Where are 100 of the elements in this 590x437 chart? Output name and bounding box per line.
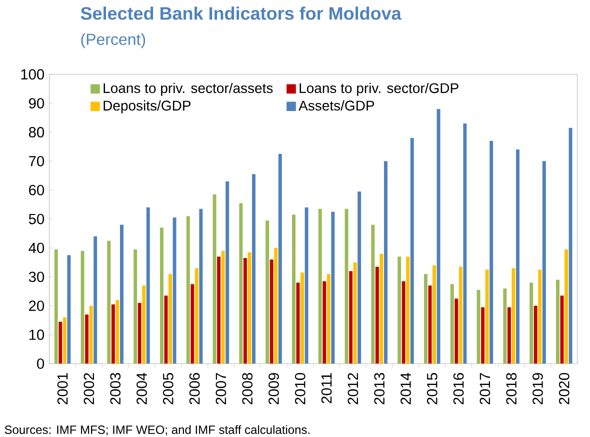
x-tick-label: 2007 — [216, 373, 226, 404]
bar — [454, 298, 458, 364]
chart-subtitle: (Percent) — [81, 33, 146, 48]
bar — [160, 228, 164, 364]
bar — [534, 306, 538, 364]
bar — [507, 307, 511, 364]
bar — [353, 262, 357, 364]
bar — [212, 194, 216, 364]
x-tick-label: 2018 — [506, 373, 517, 404]
bar — [54, 249, 58, 364]
legend-label: Loans to priv. sector/assets — [104, 82, 273, 96]
bar — [331, 212, 335, 364]
x-tick-label: 2017 — [480, 373, 490, 404]
bar — [384, 161, 388, 364]
x-tick-label: 2013 — [374, 373, 385, 404]
y-tick-label: 0 — [37, 358, 44, 369]
x-tick-label: 2014 — [400, 372, 411, 404]
y-tick-label: 50 — [28, 214, 44, 224]
bar — [300, 272, 304, 364]
bar — [398, 256, 402, 364]
bar — [344, 208, 348, 364]
y-tick-label: 20 — [29, 300, 44, 311]
bar — [424, 274, 428, 364]
bar — [270, 260, 274, 364]
bar — [252, 174, 256, 364]
bar — [380, 254, 384, 364]
bar — [304, 207, 308, 364]
bar — [542, 161, 546, 364]
bar — [349, 271, 353, 364]
bar — [239, 203, 243, 364]
y-tick-label: 70 — [29, 156, 44, 166]
bar — [318, 208, 322, 364]
x-tick-label: 2008 — [242, 373, 253, 404]
bar — [432, 265, 436, 364]
bar — [476, 290, 480, 364]
x-tick-label: 2016 — [453, 373, 464, 404]
x-tick-label: 2006 — [189, 373, 200, 404]
bar — [172, 218, 176, 364]
x-tick-label: 2005 — [162, 373, 174, 404]
bar — [138, 302, 142, 364]
x-tick-label: 2015 — [426, 373, 438, 404]
bar — [89, 306, 93, 364]
bar — [107, 240, 111, 364]
bar — [322, 281, 326, 364]
bar — [186, 216, 190, 364]
y-tick-label: 90 — [29, 98, 44, 108]
bar — [226, 181, 230, 364]
x-tick-label: 2020 — [558, 372, 570, 404]
bar — [111, 304, 115, 364]
bar — [266, 220, 270, 364]
bar — [436, 109, 440, 364]
source-note: Sources: IMF MFS; IMF WEO; and IMF staff calculations. — [4, 425, 310, 436]
bar — [278, 154, 282, 364]
bar — [146, 207, 150, 364]
legend-label: Assets/GDP — [298, 100, 374, 111]
bar — [67, 255, 71, 364]
x-tick-label: 2003 — [110, 373, 121, 404]
y-tick-label: 60 — [29, 184, 44, 196]
bar — [116, 300, 120, 364]
bar — [194, 268, 198, 364]
bar — [556, 280, 560, 364]
x-tick-label: 2002 — [84, 373, 94, 404]
bar — [538, 270, 542, 364]
bar — [512, 268, 516, 364]
bar — [142, 286, 146, 364]
bar — [490, 140, 494, 364]
bar — [463, 124, 467, 364]
bar — [217, 256, 221, 364]
legend-label: Deposits/GDP — [104, 100, 191, 114]
bar — [248, 252, 252, 364]
bar — [221, 250, 225, 364]
bar — [450, 284, 454, 364]
bar — [371, 224, 375, 364]
bar — [481, 307, 485, 364]
bar — [503, 288, 507, 364]
bar — [134, 249, 138, 364]
bar — [190, 284, 194, 364]
y-tick-label: 30 — [28, 272, 44, 282]
x-tick-label: 2011 — [321, 373, 332, 404]
bar — [168, 274, 172, 364]
bar — [243, 258, 247, 364]
bar — [94, 236, 98, 364]
bar — [326, 274, 330, 364]
bar — [85, 314, 89, 364]
bar — [58, 322, 62, 364]
x-tick-label: 2012 — [348, 373, 358, 404]
legend-label: Loans to priv. sector/GDP — [300, 82, 458, 96]
bar — [375, 266, 379, 364]
y-tick-label: 80 — [28, 127, 44, 138]
bar — [120, 224, 124, 364]
bar — [80, 250, 84, 364]
bar — [274, 248, 278, 364]
bar — [485, 270, 489, 364]
y-tick-label: 10 — [29, 330, 44, 340]
bar — [410, 138, 414, 364]
bar — [62, 317, 66, 364]
bar — [530, 282, 534, 364]
x-tick-label: 2004 — [136, 372, 147, 404]
bar — [458, 266, 462, 364]
y-tick-label: 40 — [28, 242, 44, 254]
